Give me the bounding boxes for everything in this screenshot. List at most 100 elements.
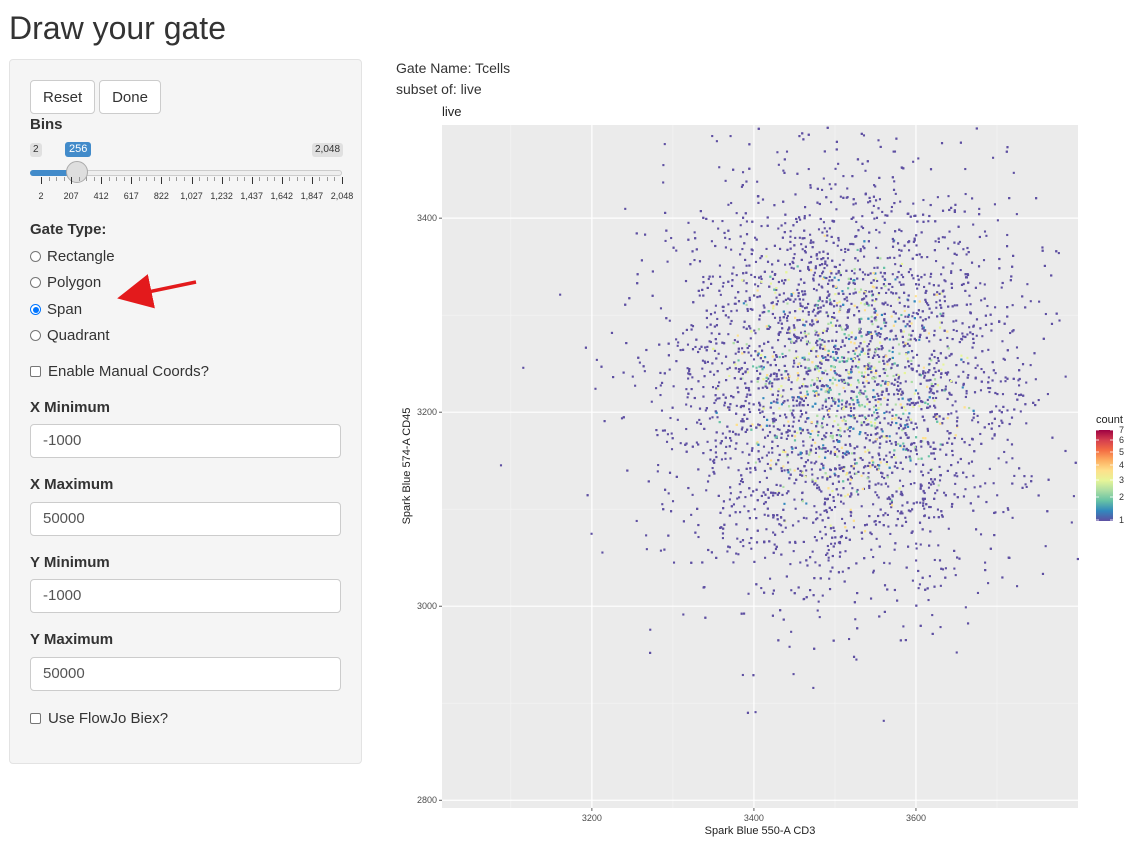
data-point: [986, 304, 989, 308]
data-point: [816, 367, 819, 370]
data-point: [749, 467, 752, 470]
data-point: [801, 310, 804, 313]
data-point: [794, 540, 797, 543]
data-point: [705, 217, 708, 220]
radio-span-circle[interactable]: [30, 304, 41, 315]
data-point: [786, 430, 789, 434]
data-point: [947, 195, 950, 198]
data-point: [784, 526, 787, 529]
data-point: [735, 274, 738, 277]
manual-coords-checkbox[interactable]: Enable Manual Coords?: [30, 363, 209, 380]
data-point: [932, 415, 935, 418]
flowjo-biex-checkbox[interactable]: Use FlowJo Biex?: [30, 710, 168, 727]
data-point: [814, 267, 817, 270]
radio-span[interactable]: Span: [30, 301, 82, 318]
data-point: [939, 422, 942, 425]
data-point: [704, 346, 707, 349]
bins-slider-tick: [281, 177, 283, 184]
data-point: [706, 286, 709, 289]
data-point: [920, 408, 923, 411]
data-point: [766, 434, 769, 437]
data-point: [858, 329, 861, 332]
data-point: [896, 466, 899, 470]
data-point: [891, 273, 894, 276]
data-point: [904, 342, 907, 345]
data-point: [848, 435, 851, 438]
x-max-input[interactable]: 50000: [30, 502, 341, 536]
data-point: [932, 397, 935, 400]
data-point: [801, 498, 804, 501]
radio-polygon-label: Polygon: [47, 274, 102, 291]
data-point: [901, 504, 904, 507]
data-point: [712, 373, 716, 376]
data-point: [773, 351, 776, 354]
data-point: [912, 428, 915, 431]
data-point: [766, 386, 769, 389]
data-point: [791, 425, 794, 428]
radio-polygon-circle[interactable]: [30, 277, 41, 288]
x-min-input[interactable]: -1000: [30, 424, 341, 458]
data-point: [912, 311, 915, 314]
done-button[interactable]: Done: [99, 80, 161, 114]
data-point: [951, 442, 954, 445]
data-point: [894, 320, 897, 323]
data-point: [849, 371, 853, 374]
data-point: [966, 376, 969, 379]
plot-panel-background[interactable]: [442, 125, 1078, 808]
bins-slider-handle[interactable]: [66, 161, 88, 183]
data-point: [914, 389, 917, 392]
data-point: [734, 511, 737, 514]
data-point: [981, 335, 984, 338]
data-point: [744, 371, 747, 374]
data-point: [762, 360, 765, 363]
data-point: [792, 365, 795, 368]
data-point: [707, 277, 710, 281]
radio-quadrant[interactable]: Quadrant: [30, 327, 110, 344]
radio-rectangle[interactable]: Rectangle: [30, 248, 115, 265]
data-point: [874, 523, 878, 526]
data-point: [784, 279, 787, 282]
data-point: [909, 450, 912, 453]
data-point: [692, 301, 695, 304]
data-point: [872, 195, 876, 198]
bins-slider-minor-tick: [244, 177, 246, 181]
data-point: [814, 333, 817, 336]
data-point: [927, 486, 930, 489]
data-point: [908, 320, 911, 323]
data-point: [892, 338, 895, 341]
data-point: [730, 394, 733, 398]
data-point: [917, 283, 920, 286]
data-point: [948, 393, 951, 396]
data-point: [815, 447, 818, 450]
data-point: [885, 410, 888, 413]
chart-title: live: [442, 104, 462, 119]
data-point: [972, 416, 975, 419]
radio-rectangle-circle[interactable]: [30, 251, 41, 262]
data-point: [780, 403, 783, 406]
data-point: [783, 345, 786, 348]
flowjo-biex-box[interactable]: [30, 713, 41, 724]
data-point: [842, 379, 846, 382]
y-max-input[interactable]: 50000: [30, 657, 341, 691]
data-point: [834, 506, 837, 509]
radio-quadrant-circle[interactable]: [30, 330, 41, 341]
data-point: [868, 484, 871, 488]
reset-button[interactable]: Reset: [30, 80, 95, 114]
radio-polygon[interactable]: Polygon: [30, 274, 101, 291]
data-point: [939, 352, 942, 355]
data-point: [765, 255, 768, 258]
data-point: [825, 384, 828, 387]
data-point: [916, 312, 919, 316]
data-point: [767, 310, 770, 313]
manual-coords-box[interactable]: [30, 366, 41, 377]
data-point: [872, 406, 876, 409]
data-point: [655, 387, 658, 390]
y-min-input[interactable]: -1000: [30, 579, 341, 613]
data-point: [814, 402, 817, 405]
data-point: [823, 501, 827, 504]
data-point: [918, 253, 921, 256]
data-point: [826, 423, 829, 426]
data-point: [759, 404, 762, 407]
data-point: [1034, 378, 1037, 381]
